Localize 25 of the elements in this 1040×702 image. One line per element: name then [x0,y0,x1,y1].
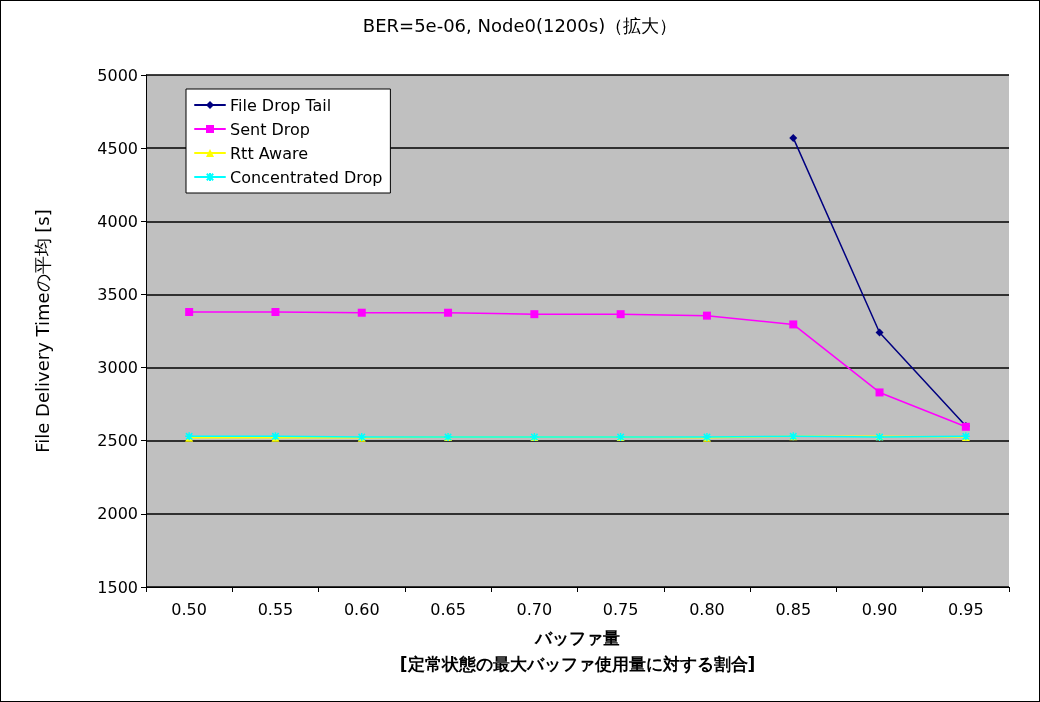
x-tick-label: 0.55 [257,599,294,619]
y-tick-label: 4000 [97,211,138,231]
legend-label: Concentrated Drop [230,167,383,187]
y-tick-label: 4500 [97,138,138,158]
x-tick-label: 0.75 [602,599,639,619]
y-axis-title: File Delivery Timeの平均 [s] [31,209,53,453]
legend-label: File Drop Tail [230,95,332,115]
x-tick-label: 0.50 [171,599,207,619]
x-axis-title: バッファ量 [定常状態の最大バッファ使用量に対する割合] [399,628,756,674]
x-tick-label: 0.85 [775,599,812,619]
x-tick-label: 0.90 [861,599,898,619]
y-tick-label: 1500 [97,577,138,597]
x-tick-label: 0.95 [948,599,984,619]
legend-label: Sent Drop [230,119,310,139]
x-tick-label: 0.80 [689,599,725,619]
x-tick-label: 0.70 [516,599,553,619]
y-tick-label: 2500 [97,431,138,451]
y-tick-label: 3000 [97,358,138,378]
x-tick-label: 0.65 [430,599,466,619]
y-tick-label: 3500 [97,284,138,304]
y-tick-label: 5000 [97,65,138,85]
legend-label: Rtt Aware [230,143,309,163]
y-tick-label: 2000 [97,504,138,524]
x-tick-label: 0.60 [343,599,380,619]
chart-title: BER=5e-06, Node0(1200s)（拡大） [362,14,678,36]
